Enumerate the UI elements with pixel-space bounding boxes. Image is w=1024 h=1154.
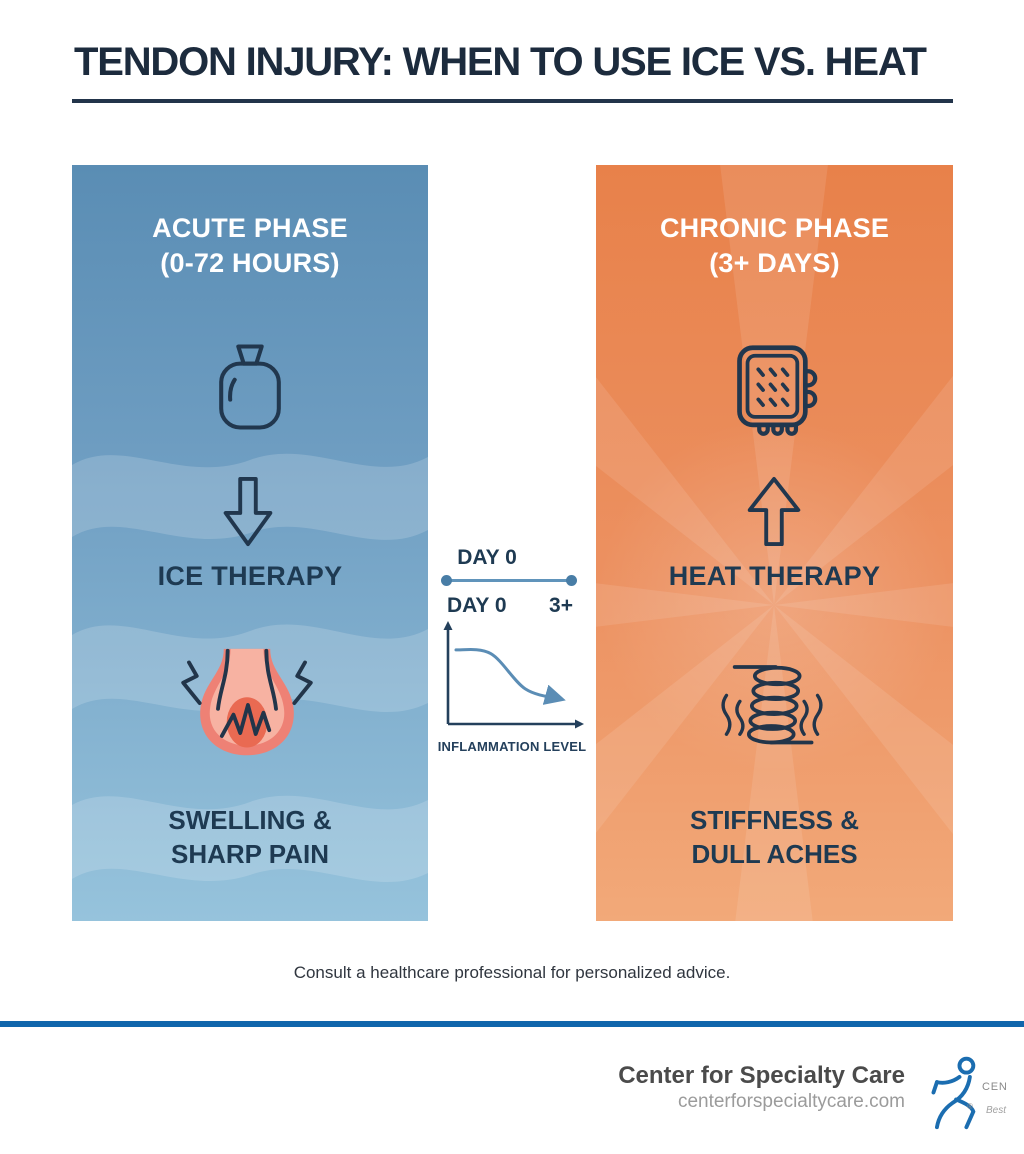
- footer-divider: [0, 1021, 1024, 1027]
- org-website[interactable]: centerforspecialtycare.com: [677, 1091, 905, 1112]
- timeline-end-label: 3+: [549, 594, 573, 617]
- logo-text: CEN: [982, 1081, 1008, 1093]
- chronic-symptoms-line2: DULL ACHES: [691, 839, 858, 869]
- chronic-heading: CHRONIC PHASE (3+ DAYS): [596, 211, 953, 281]
- timeline-labels: DAY 0 3+: [447, 594, 573, 618]
- acute-symptoms: SWELLING & SHARP PAIN: [72, 803, 428, 871]
- acute-symptoms-line2: SHARP PAIN: [171, 839, 329, 869]
- inflammation-curve: [454, 648, 566, 705]
- title-underline: [72, 99, 953, 103]
- timeline-bar: [447, 579, 571, 582]
- ice-therapy-label: ICE THERAPY: [157, 561, 343, 591]
- inflamed-tendon-icon: [181, 648, 313, 756]
- chart-x-axis-arrow: [575, 719, 584, 729]
- timeline-end-dot: [566, 575, 577, 586]
- page-title: TENDON INJURY: WHEN TO USE ICE VS. HEAT: [74, 40, 927, 84]
- timeline-start-label: DAY 0: [447, 594, 507, 617]
- runner-icon: [931, 1056, 976, 1130]
- up-arrow-icon: [747, 476, 801, 547]
- down-arrow-icon: [223, 476, 273, 547]
- chronic-phase-panel: CHRONIC PHASE (3+ DAYS) HEAT T: [596, 165, 953, 921]
- logo-tagline: Best: [986, 1105, 1007, 1116]
- org-name: Center for Specialty Care: [618, 1062, 905, 1089]
- timeline-top-label: DAY 0: [457, 546, 517, 569]
- heat-therapy-label: HEAT THERAPY: [668, 561, 881, 591]
- org-logo: ®: [928, 1050, 1024, 1145]
- ice-pack-icon: [219, 344, 281, 430]
- chronic-heading-line2: (3+ DAYS): [709, 248, 840, 278]
- acute-heading-line1: ACUTE PHASE: [152, 213, 348, 243]
- timeline-start-dot: [441, 575, 452, 586]
- heating-pad-icon: [737, 345, 818, 436]
- chronic-symptoms-line1: STIFFNESS &: [689, 805, 859, 835]
- acute-heading-line2: (0-72 HOURS): [160, 248, 340, 278]
- inflammation-chart: [443, 621, 584, 729]
- disclaimer-text: Consult a healthcare professional for pe…: [293, 963, 731, 982]
- heat-coil-icon: [721, 665, 823, 745]
- acute-heading: ACUTE PHASE (0-72 HOURS): [72, 211, 428, 281]
- acute-symptoms-line1: SWELLING &: [168, 805, 332, 835]
- chronic-heading-line1: CHRONIC PHASE: [659, 213, 890, 243]
- inflammation-axis-caption: INFLAMMATION LEVEL: [437, 739, 587, 754]
- acute-phase-panel: ACUTE PHASE (0-72 HOURS) ICE THERAPY: [72, 165, 428, 921]
- chart-y-axis-arrow: [443, 621, 453, 630]
- chronic-symptoms: STIFFNESS & DULL ACHES: [596, 803, 953, 871]
- registered-mark: ®: [967, 1102, 973, 1111]
